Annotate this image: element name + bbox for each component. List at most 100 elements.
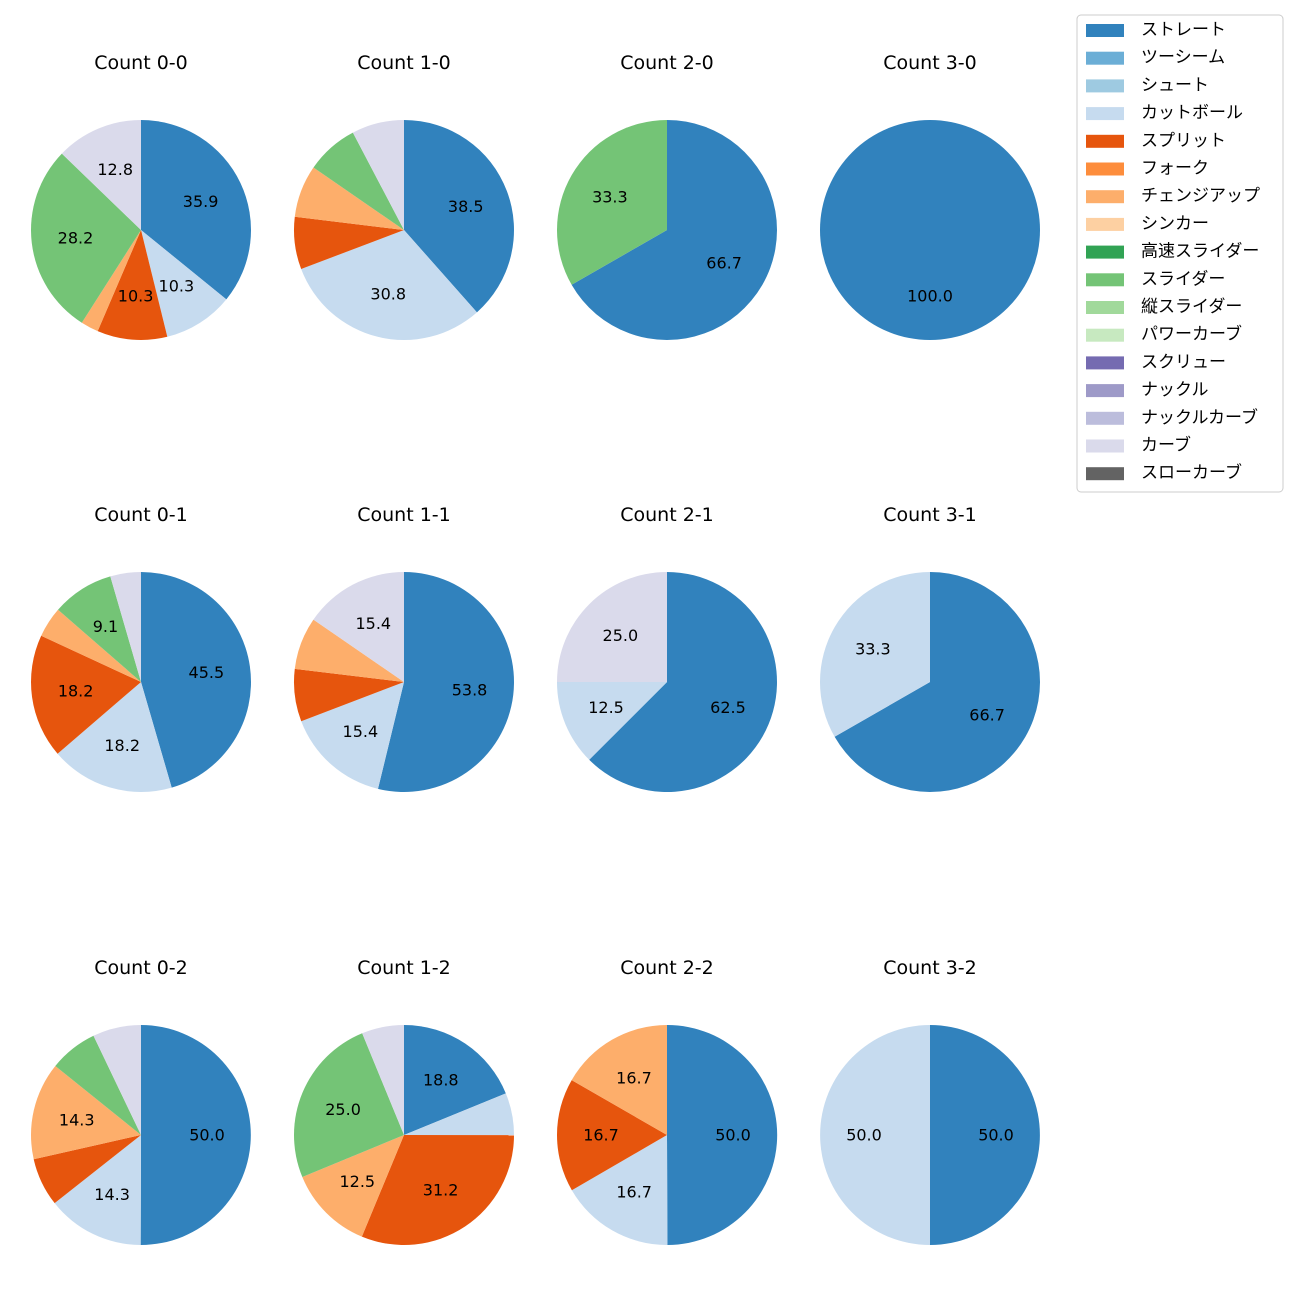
pie-slice [571, 1135, 668, 1246]
pie-chart: Count 2-2 50.0 16.7 16.7 16.7 [556, 957, 778, 1246]
pie-slice [404, 120, 515, 313]
pie-chart: Count 3-2 50.0 50.0 [820, 957, 1040, 1245]
legend-swatch [1086, 439, 1124, 453]
pie-slice [110, 572, 141, 682]
pie-slice [819, 572, 930, 737]
pie-slice [556, 1080, 667, 1191]
legend-swatch [1086, 245, 1124, 259]
legend-label: カットボール [1141, 103, 1243, 123]
legend-label: チェンジアップ [1141, 186, 1260, 206]
pie-data-label: 50.0 [846, 1126, 882, 1145]
pie-slice [81, 230, 141, 332]
pie-data-label: 100.0 [907, 287, 953, 306]
pie-slice [930, 1025, 1040, 1245]
pie-data-label: 28.2 [58, 228, 94, 247]
pie-chart: Count 3-0 100.0 [820, 52, 1040, 340]
pie-slice [54, 1135, 141, 1245]
pie-slice [589, 572, 778, 792]
pie-data-label: 15.4 [343, 722, 379, 741]
pie-slice [97, 230, 168, 340]
legend-swatch [1086, 162, 1124, 176]
pie-slice [61, 120, 141, 230]
pie-data-label: 16.7 [583, 1126, 619, 1145]
legend-label: スクリュー [1141, 352, 1226, 372]
pie-chart: Count 2-0 66.7 33.3 [556, 52, 777, 340]
pie-slice [93, 1025, 141, 1135]
pie-title: Count 3-2 [883, 957, 977, 979]
pie-title: Count 2-2 [620, 957, 714, 979]
pie-data-label: 12.8 [97, 160, 133, 179]
legend-label: フォーク [1141, 159, 1209, 179]
legend-label: スローカーブ [1141, 462, 1242, 483]
legend-label: カーブ [1141, 435, 1191, 456]
pie-slice [293, 216, 404, 270]
legend-swatch [1086, 134, 1124, 148]
pie-data-label: 16.7 [616, 1068, 652, 1087]
pie-slice [667, 1024, 778, 1245]
legend-swatch [1086, 24, 1124, 37]
pie-slice [404, 1093, 515, 1136]
pie-data-label: 66.7 [969, 706, 1005, 725]
pie-title: Count 1-0 [357, 52, 451, 74]
pie-chart: Count 0-1 45.5 18.2 18.2 9.1 [31, 504, 251, 792]
legend-label: パワーカーブ [1141, 324, 1242, 345]
pie-data-label: 50.0 [978, 1126, 1014, 1145]
legend-swatch [1086, 107, 1124, 121]
legend-swatch [1086, 273, 1124, 287]
pie-slice [31, 635, 141, 754]
pie-slice [294, 167, 404, 230]
pie-slice [404, 1025, 506, 1135]
pie-title: Count 0-2 [94, 957, 188, 979]
legend-swatch [1086, 79, 1124, 93]
legend-swatch [1086, 301, 1124, 314]
pie-chart: Count 1-1 53.8 15.4 15.4 [293, 504, 515, 792]
pie-data-label: 62.5 [710, 698, 746, 717]
pie-title: Count 3-1 [883, 504, 977, 526]
legend-swatch [1086, 356, 1124, 370]
legend-swatch [1086, 411, 1124, 425]
pie-data-label: 18.8 [423, 1071, 459, 1090]
pie-chart: Count 1-0 38.5 30.8 [293, 52, 515, 341]
pie-title: Count 0-0 [94, 52, 188, 74]
pie-data-label: 38.5 [448, 197, 484, 216]
pie-slice [31, 153, 141, 323]
legend-swatch [1086, 384, 1124, 398]
legend-box [1076, 14, 1284, 493]
legend-swatch [1086, 467, 1124, 481]
pie-slice [293, 668, 404, 722]
legend-label: 縦スライダー [1141, 297, 1242, 317]
pie-data-label: 12.5 [588, 698, 624, 717]
pie-chart: Count 1-2 18.8 31.2 12.5 25.0 [293, 957, 515, 1246]
pie-slice [55, 1035, 142, 1135]
pie-slice [820, 1025, 930, 1245]
pie-data-label: 66.7 [706, 254, 742, 273]
legend-label: ナックルカーブ [1141, 407, 1258, 428]
pie-data-label: 14.3 [94, 1185, 130, 1204]
pie-data-label: 50.0 [715, 1125, 751, 1144]
pie-slice [556, 119, 667, 285]
pie-slice [141, 230, 227, 337]
pie-slice [141, 572, 251, 788]
pie-data-label: 14.3 [59, 1111, 95, 1130]
legend-label: スライダー [1141, 269, 1225, 289]
pie-slice [362, 1025, 404, 1135]
pie-data-label: 25.0 [325, 1100, 361, 1119]
pie-title: Count 2-1 [620, 504, 714, 526]
pie-data-label: 31.2 [423, 1180, 459, 1199]
pie-slice [834, 572, 1040, 792]
pie-data-label: 33.3 [855, 639, 891, 658]
pie-slice [557, 572, 667, 682]
legend-label: 高速スライダー [1141, 242, 1259, 262]
pie-data-label: 33.3 [592, 187, 628, 206]
pie-slice [361, 1135, 514, 1246]
pie-data-label: 9.1 [93, 617, 118, 636]
pie-data-label: 30.8 [370, 285, 406, 304]
legend-label: ストレート [1141, 20, 1226, 40]
pie-data-label: 25.0 [603, 626, 639, 645]
pie-slice [377, 572, 515, 792]
pie-slice [302, 1135, 404, 1237]
pie-slice [571, 1025, 667, 1135]
legend-label: シュート [1141, 75, 1209, 95]
pie-slice [33, 1135, 141, 1204]
